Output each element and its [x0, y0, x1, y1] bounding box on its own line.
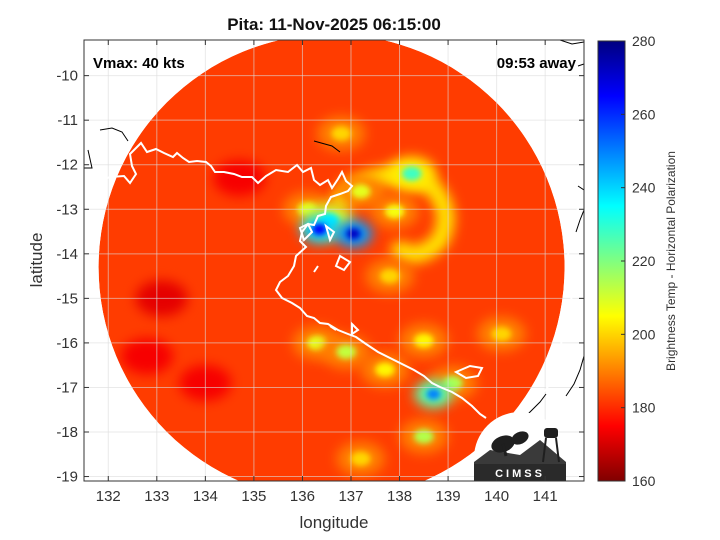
feature-core-15: [426, 388, 441, 400]
feature-core-13: [401, 166, 422, 181]
x-tick-label-0: 132: [96, 488, 121, 505]
chart-title: Pita: 11-Nov-2025 06:15:00: [227, 15, 441, 34]
cimss-logo: CIMSS: [474, 412, 566, 481]
feature-core-4: [375, 362, 395, 377]
coastline-outline-north: [84, 40, 584, 169]
logo-text: CIMSS: [495, 468, 545, 480]
colorbar-label: Brightness Temp - Horizontal Polarizatio…: [664, 151, 678, 371]
colorbar-tick-label-3: 220: [632, 253, 656, 269]
cold-patch-3: [213, 160, 266, 197]
colorbar-ticks: 280 260 240 220 200 180 160: [621, 33, 656, 489]
axes-frame: [83, 39, 585, 482]
x-tick-label-7: 139: [436, 488, 461, 505]
x-tick-label-3: 135: [241, 488, 266, 505]
feature-core-7: [350, 184, 371, 199]
colorbar-tick-label-2: 240: [632, 180, 656, 196]
axis-ticks: 132 133 134 135 136 137 138 139 140 141 -10 -11 -12 -…: [56, 40, 584, 505]
feature-core-16: [312, 223, 327, 235]
colorbar-tick-label-1: 260: [632, 106, 656, 122]
coastline-north: [84, 141, 487, 419]
coastline-islands: [298, 222, 484, 380]
y-tick-label-2: -12: [56, 157, 78, 174]
coastline-east: [519, 204, 584, 411]
cold-patch-2: [121, 338, 174, 375]
distance-label: 09:53 away: [497, 55, 577, 72]
feature-core-6: [384, 204, 405, 219]
feature-core-1: [331, 126, 352, 141]
feature-core-3: [350, 451, 371, 466]
colorbar-tick-label-5: 180: [632, 400, 656, 416]
y-tick-label-3: -13: [56, 201, 78, 218]
x-axis-label: longitude: [299, 513, 368, 532]
convective-band: [331, 166, 455, 264]
colorbar-tick-label-0: 280: [632, 33, 656, 49]
y-tick-label-5: -15: [56, 290, 78, 307]
y-tick-label-7: -17: [56, 379, 78, 396]
coastline: [84, 40, 584, 419]
colorbar-gradient: [597, 40, 626, 482]
x-tick-label-2: 134: [193, 488, 218, 505]
feature-core-2: [379, 268, 400, 284]
x-tick-label-9: 141: [533, 488, 558, 505]
feature-core-0: [491, 326, 512, 342]
coastline-outline-east: [523, 185, 584, 419]
x-tick-label-8: 140: [484, 488, 509, 505]
x-tick-label-6: 138: [387, 488, 412, 505]
colorbar-tick-label-6: 160: [632, 473, 656, 489]
feature-core-10: [336, 344, 357, 359]
y-tick-label-6: -16: [56, 335, 78, 352]
y-tick-label-4: -14: [56, 246, 78, 263]
y-tick-label-9: -19: [56, 469, 78, 486]
x-tick-label-4: 136: [290, 488, 315, 505]
y-tick-label-1: -11: [57, 112, 78, 129]
feature-core-11: [413, 429, 434, 444]
y-tick-label-0: -10: [56, 68, 78, 85]
vmax-label: Vmax: 40 kts: [93, 55, 185, 72]
y-axis-label: latitude: [27, 233, 46, 288]
y-tick-label-8: -18: [56, 424, 78, 441]
x-tick-label-5: 137: [338, 488, 363, 505]
feature-core-5: [413, 333, 434, 348]
x-tick-label-1: 133: [144, 488, 169, 505]
colorbar-tick-label-4: 200: [632, 326, 656, 342]
feature-core-17: [346, 228, 361, 240]
colorbar: 280 260 240 220 200 180 160 Brightness Temp - …: [597, 33, 678, 489]
